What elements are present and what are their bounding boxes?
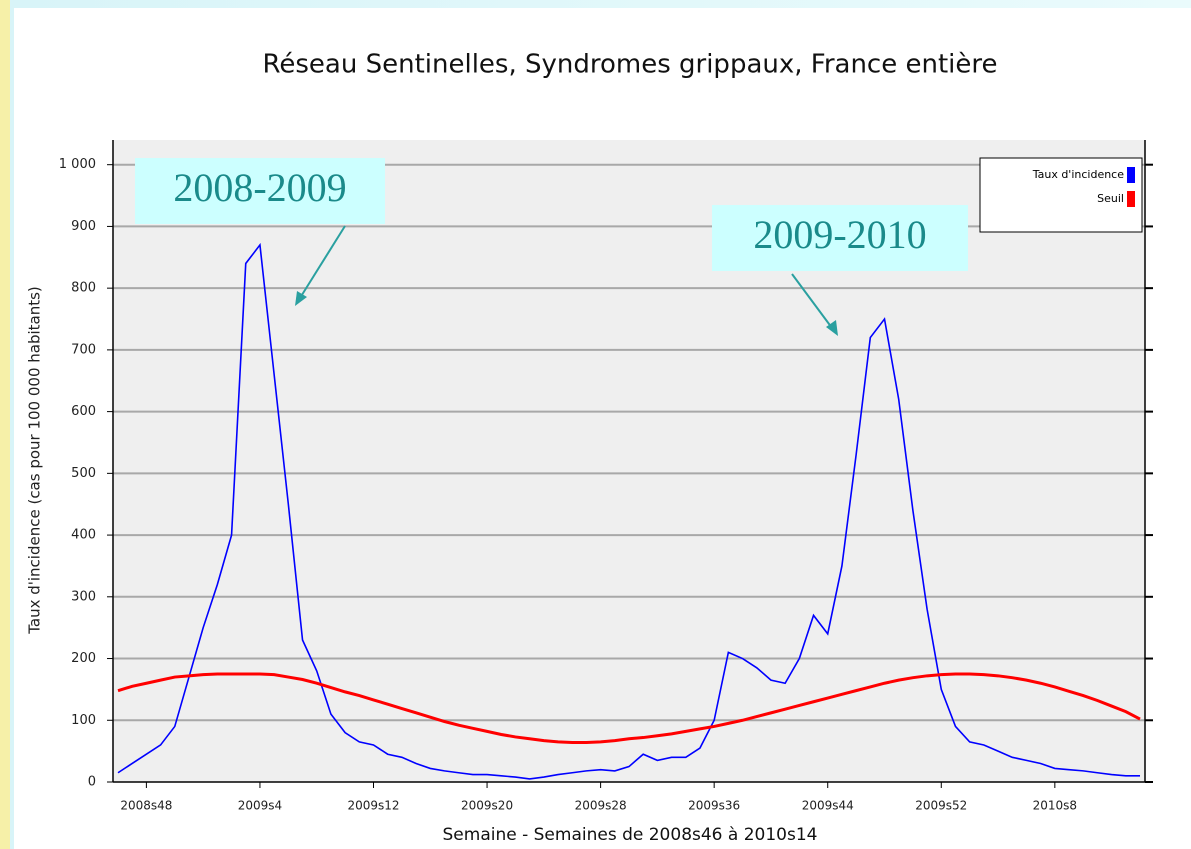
- x-tick-label: 2009s44: [802, 799, 854, 813]
- arrow: [299, 225, 346, 299]
- y-tick-label: 300: [71, 589, 96, 604]
- y-tick-label: 700: [71, 342, 96, 357]
- annotation-box: [712, 205, 968, 271]
- y-tick-label: 500: [71, 466, 96, 481]
- x-tick-label: 2010s8: [1033, 799, 1077, 813]
- y-tick-label: 600: [71, 404, 96, 419]
- arrow-head: [295, 291, 307, 306]
- legend-swatch: [1127, 167, 1135, 183]
- annotation-box: [135, 158, 385, 224]
- x-tick-label: 2009s52: [915, 799, 967, 813]
- x-axis-label: Semaine - Semaines de 2008s46 à 2010s14: [443, 825, 818, 845]
- y-tick-label: 400: [71, 528, 96, 543]
- series-line: [117, 242, 1140, 780]
- y-tick-label: 800: [71, 281, 96, 296]
- x-tick-label: 2009s4: [238, 799, 282, 813]
- x-tick-label: 2009s36: [688, 799, 740, 813]
- chart-title: Réseau Sentinelles, Syndromes grippaux, …: [262, 50, 997, 80]
- arrow-head: [826, 320, 838, 336]
- y-tick-label: 900: [71, 219, 96, 234]
- x-tick-label: 2009s20: [461, 799, 513, 813]
- arrow: [791, 273, 833, 329]
- y-axis-label: Taux d'incidence (cas pour 100 000 habit…: [26, 286, 44, 635]
- y-tick-label: 200: [71, 651, 96, 666]
- legend-label: Seuil: [1097, 192, 1124, 205]
- legend-swatch: [1127, 191, 1135, 207]
- plot-area: [113, 140, 1145, 782]
- annotation: 2009-2010: [753, 212, 926, 257]
- legend-box: [979, 157, 1143, 233]
- x-tick-label: 2008s48: [120, 799, 172, 813]
- y-tick-label: 1 000: [59, 157, 96, 172]
- y-tick-label: 100: [71, 713, 96, 728]
- x-tick-label: 2009s28: [575, 799, 627, 813]
- series-line: [117, 672, 1141, 744]
- legend-label: Taux d'incidence: [1032, 168, 1125, 181]
- marks: [113, 163, 1145, 780]
- y-tick-label: 0: [88, 775, 96, 790]
- x-tick-label: 2009s12: [347, 799, 399, 813]
- annotation: 2008-2009: [173, 165, 346, 210]
